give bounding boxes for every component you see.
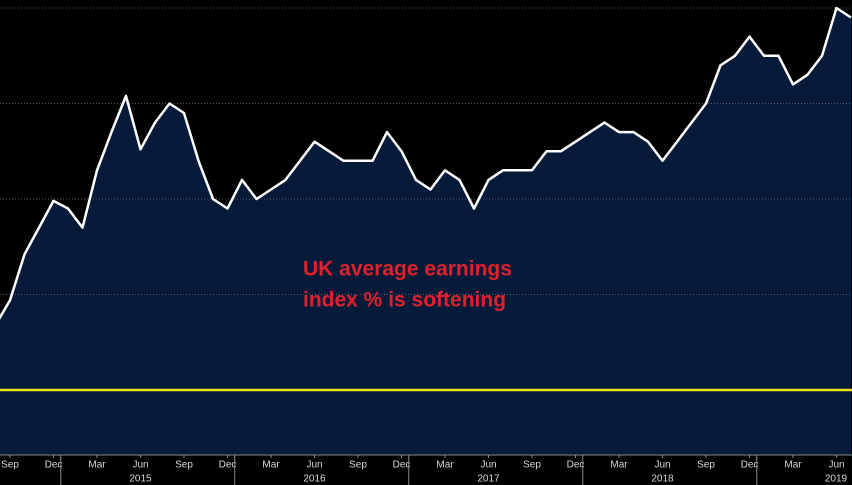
- plot-area: [0, 6, 852, 455]
- year-label: 2015: [129, 474, 152, 485]
- year-label: 2016: [303, 474, 326, 485]
- x-tick-label: Mar: [436, 460, 454, 471]
- x-tick-label: Dec: [567, 460, 585, 471]
- x-tick-label: Sep: [523, 460, 541, 471]
- x-tick-label: Jun: [132, 460, 148, 471]
- line: [0, 6, 852, 320]
- x-tick-label: Dec: [219, 460, 237, 471]
- x-tick-label: Mar: [88, 460, 106, 471]
- x-tick-label: Dec: [741, 460, 759, 471]
- x-tick-label: Jun: [828, 460, 844, 471]
- annotation: index % is softening: [303, 289, 506, 312]
- year-label: 2017: [477, 474, 500, 485]
- x-tick-label: Mar: [784, 460, 802, 471]
- x-tick-label: Dec: [45, 460, 63, 471]
- x-tick-label: Jun: [306, 460, 322, 471]
- year-label: 2019: [825, 474, 848, 485]
- area: [0, 8, 851, 455]
- year-label: 2018: [651, 474, 674, 485]
- annotation: UK average earnings: [303, 258, 512, 281]
- x-tick-label: Mar: [610, 460, 628, 471]
- x-tick-label: Mar: [262, 460, 280, 471]
- x-tick-label: Jun: [480, 460, 496, 471]
- x-axis: Sep Dec Mar Jun Sep Dec Mar Jun Sep Dec Mar Jun Sep D…: [0, 454, 852, 485]
- x-tick-label: Sep: [697, 460, 715, 471]
- x-tick-label: Dec: [393, 460, 411, 471]
- x-tick-label: Sep: [1, 460, 19, 471]
- x-tick-label: Jun: [654, 460, 670, 471]
- x-tick-label: Sep: [349, 460, 367, 471]
- x-tick-label: Sep: [175, 460, 193, 471]
